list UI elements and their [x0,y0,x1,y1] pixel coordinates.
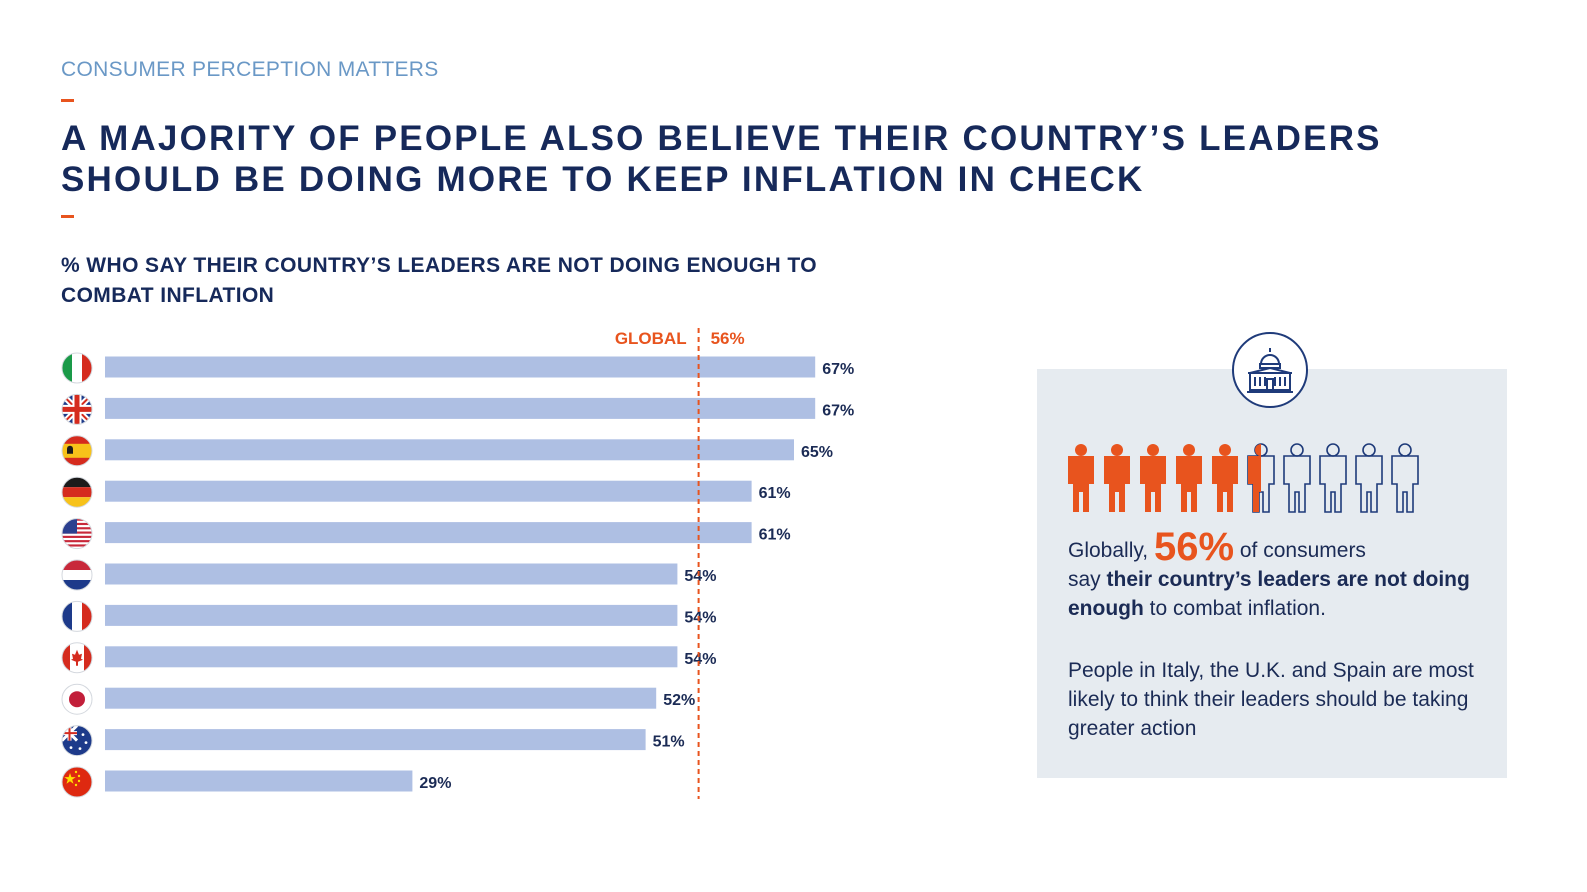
section-kicker: CONSUMER PERCEPTION MATTERS [61,58,439,81]
callout-prefix: Globally, [1068,539,1154,562]
bar [105,439,794,461]
global-reference-label: GLOBAL [615,329,687,348]
bar [105,397,816,419]
chart-title: % WHO SAY THEIR COUNTRY’S LEADERS ARE NO… [61,254,817,307]
page-title: A MAJORITY OF PEOPLE ALSO BELIEVE THEIR … [61,119,1382,199]
country-flag-icon [61,683,93,715]
bar [105,604,678,626]
bar [105,356,816,378]
global-reference-value: 56% [711,329,745,348]
bar [105,563,678,585]
people-share-pictogram [1068,443,1419,513]
country-flag-icon [61,435,93,467]
person-icon [1391,443,1419,513]
callout-line2-pre: say [1068,568,1107,591]
bar-value-label: 54% [684,609,716,626]
callout-paragraph: People in Italy, the U.K. and Spain are … [1068,659,1474,740]
bar-value-label: 61% [759,527,791,544]
bar [105,770,413,792]
bar-value-label: 65% [801,444,833,461]
callout-line2-bold: their country’s leaders are not doing en… [1068,568,1470,620]
person-icon [1247,443,1275,513]
callout-after-big: of consumers [1234,539,1366,562]
capitol-building-icon [1232,332,1308,408]
country-flag-icon [61,766,93,798]
person-icon [1068,444,1094,512]
person-icon [1176,444,1202,512]
bar [105,687,657,709]
country-flag-icon [61,725,93,757]
country-flag-icon [61,559,93,591]
bar-value-label: 67% [822,402,854,419]
person-icon [1212,444,1238,512]
bar [105,646,678,668]
country-flag-icon [61,352,93,384]
person-icon [1319,443,1347,513]
callout-text: Globally, 56% of consumers say their cou… [1068,527,1488,623]
country-flag-icon [61,476,93,508]
bar-value-label: 54% [684,568,716,585]
person-icon [1355,443,1383,513]
person-icon [1283,443,1311,513]
callout-panel [1037,369,1507,778]
callout-line2-post: to combat inflation. [1143,597,1326,620]
accent-dash-bottom [61,215,74,218]
country-flag-icon [61,600,93,632]
bar [105,729,646,751]
country-flag-icon [61,518,93,550]
person-icon [1140,444,1166,512]
bar-value-label: 51% [653,734,685,751]
callout-big-value: 56% [1153,525,1235,569]
bar-value-label: 29% [419,775,451,792]
country-flag-icon [61,642,93,674]
bar-value-label: 54% [684,651,716,668]
accent-dash-top [61,99,74,102]
bar-chart: 67% 67% 65% 61% 61% 54% 54% 54% 52% 51% 29% GLOBAL… [61,328,854,799]
bar-value-label: 67% [822,361,854,378]
bar [105,480,752,502]
person-icon [1104,444,1130,512]
bar-value-label: 52% [663,692,695,709]
bar-value-label: 61% [759,485,791,502]
bar [105,522,752,544]
country-flag-icon [61,393,93,425]
